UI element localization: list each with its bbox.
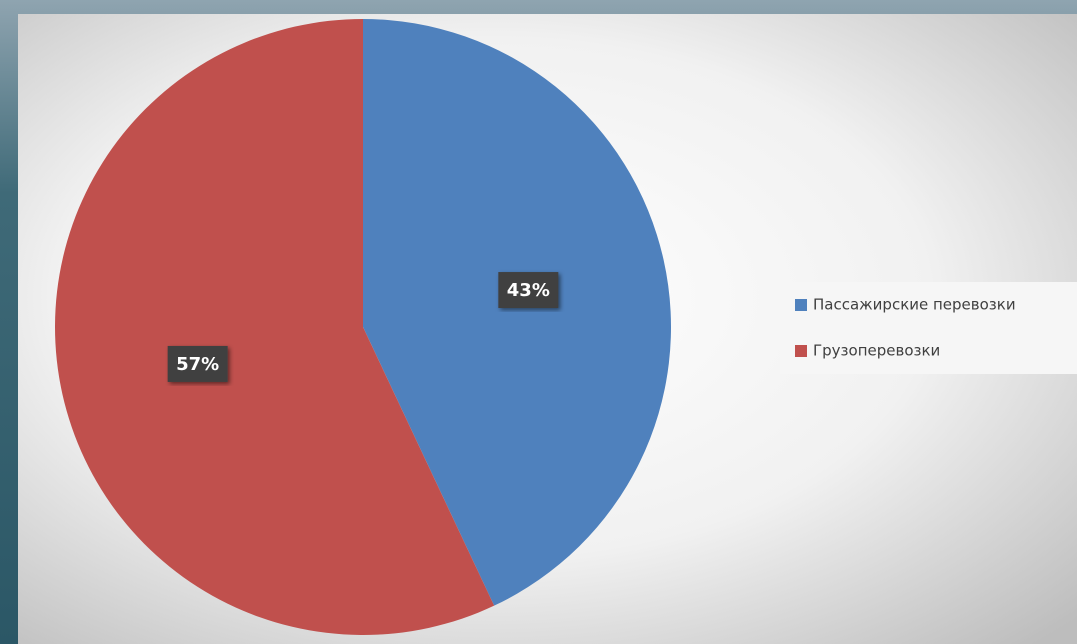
data-label-box [498,272,559,309]
legend: Пассажирские перевозки Грузоперевозки [795,296,1016,360]
data-label: 43% [507,280,550,301]
legend-swatch [795,299,807,311]
legend-label: Грузоперевозки [813,342,940,360]
legend-swatch [795,345,807,357]
data-label-box [167,345,228,382]
legend-label: Пассажирские перевозки [813,296,1016,314]
data-label: 57% [176,354,219,375]
pie [55,19,671,635]
pie-slice [363,19,671,606]
legend-box [780,282,1077,374]
pie-slice [55,19,495,635]
data-labels: 43% 57% [167,272,559,382]
